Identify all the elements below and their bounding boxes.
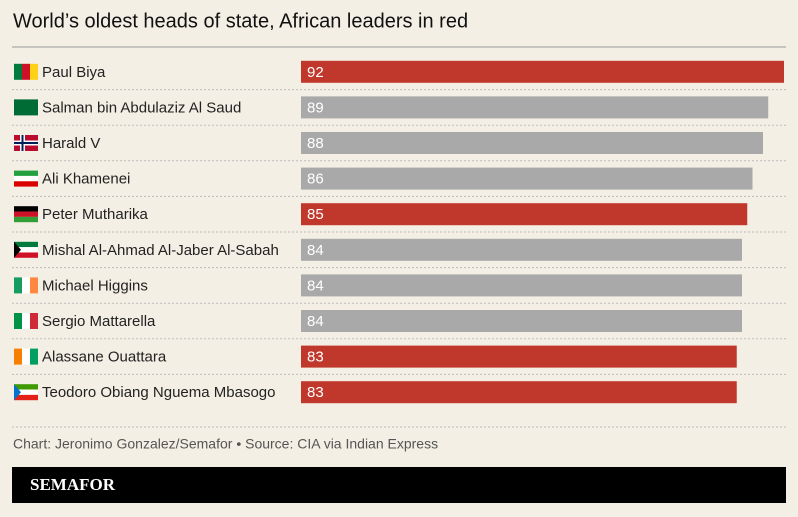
category-label: Salman bin Abdulaziz Al Saud <box>42 99 241 116</box>
value-label: 85 <box>307 206 324 223</box>
value-label: 83 <box>307 384 324 401</box>
value-label: 89 <box>307 99 324 116</box>
chart-title: World’s oldest heads of state, African l… <box>13 10 468 32</box>
category-label: Mishal Al-Ahmad Al-Jaber Al-Sabah <box>42 242 279 259</box>
category-label: Paul Biya <box>42 64 106 81</box>
bar <box>301 203 748 226</box>
bar <box>301 96 769 119</box>
footer-band <box>12 467 786 503</box>
source-note: Chart: Jeronimo Gonzalez/Semafor • Sourc… <box>13 436 438 452</box>
flag-stripe <box>22 313 30 329</box>
flag-stripe <box>14 313 22 329</box>
bar <box>301 274 742 297</box>
value-label: 92 <box>307 64 324 81</box>
flag-stripe <box>22 63 30 80</box>
brand: SEMAFOR <box>30 475 116 494</box>
category-label: Alassane Ouattara <box>42 349 167 366</box>
bar <box>301 132 763 154</box>
flag-triangle <box>14 241 21 258</box>
flag-stripe <box>14 389 38 395</box>
flag-cross <box>21 135 24 151</box>
flag-triangle <box>14 384 21 401</box>
flag-stripe <box>14 175 38 182</box>
flag-stripe <box>30 313 38 329</box>
bar <box>301 238 742 261</box>
category-label: Michael Higgins <box>42 277 148 294</box>
flag-stripe <box>22 348 30 365</box>
bar <box>301 381 737 404</box>
flag-stripe <box>14 181 38 187</box>
flag-stripe <box>14 170 38 176</box>
flag-stripe <box>30 277 38 294</box>
category-label: Peter Mutharika <box>42 206 149 223</box>
flag-stripe <box>22 277 30 294</box>
category-label: Sergio Mattarella <box>42 313 156 330</box>
flag-stripe <box>14 348 22 365</box>
flag-stripe <box>14 206 38 212</box>
flag-stripe <box>14 63 22 80</box>
category-label: Teodoro Obiang Nguema Mbasogo <box>42 384 275 401</box>
flag-stripe <box>14 394 38 401</box>
category-label: Harald V <box>42 135 100 152</box>
flag-stripe <box>14 277 22 294</box>
bar <box>301 60 784 83</box>
value-label: 84 <box>307 277 324 294</box>
value-label: 84 <box>307 242 324 259</box>
flag-stripe <box>30 348 38 365</box>
value-label: 86 <box>307 171 324 188</box>
flag-stripe <box>14 216 38 223</box>
flag-stripe <box>14 247 38 253</box>
bar <box>301 345 737 368</box>
flag-stripe <box>14 99 38 116</box>
flag-stripe <box>14 211 38 217</box>
value-label: 88 <box>307 135 324 152</box>
flag-stripe <box>30 63 38 80</box>
value-label: 84 <box>307 313 324 330</box>
category-label: Ali Khamenei <box>42 171 130 188</box>
flag-stripe <box>14 252 38 258</box>
flag-stripe <box>14 384 38 390</box>
flag-cross <box>14 142 38 144</box>
bar <box>301 167 753 190</box>
flag-stripe <box>14 241 38 248</box>
bar <box>301 310 742 332</box>
value-label: 83 <box>307 349 324 366</box>
